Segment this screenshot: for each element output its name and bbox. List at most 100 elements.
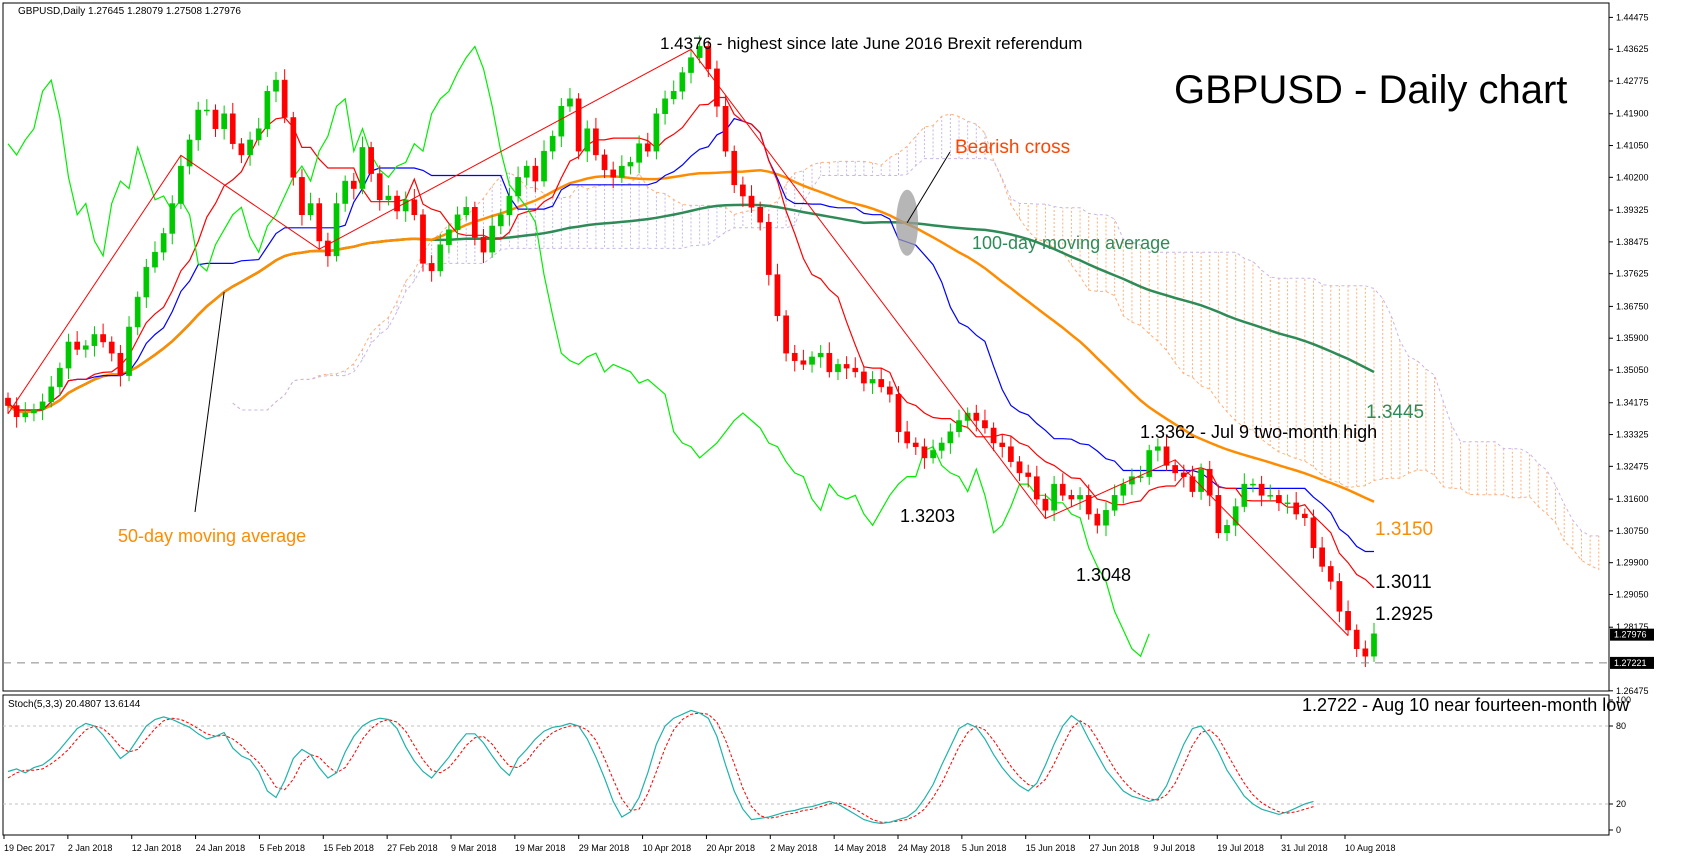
candle-body bbox=[852, 367, 859, 373]
candle bbox=[281, 69, 288, 124]
candle bbox=[100, 323, 106, 348]
candle-body bbox=[887, 386, 893, 395]
candle bbox=[446, 224, 452, 253]
indicator-lines bbox=[7, 45, 1375, 658]
candle-body bbox=[1016, 461, 1023, 474]
candle-body bbox=[394, 195, 400, 212]
candle bbox=[178, 155, 184, 210]
candle bbox=[1284, 494, 1291, 514]
candle bbox=[774, 263, 781, 322]
candle bbox=[394, 190, 400, 220]
candle bbox=[1241, 473, 1248, 513]
trend-lines bbox=[7, 48, 1349, 636]
candle-body bbox=[307, 203, 314, 215]
candle bbox=[990, 422, 997, 452]
bearish-cross-label: Bearish cross bbox=[955, 137, 1070, 158]
candle-body bbox=[1180, 472, 1187, 477]
main-panel bbox=[2, 2, 1610, 692]
candle-body bbox=[57, 367, 63, 388]
tenkan-value-label: 1.2925 bbox=[1375, 604, 1433, 625]
candle bbox=[57, 362, 63, 396]
candle bbox=[662, 90, 668, 125]
candle bbox=[618, 155, 625, 183]
title-label: GBPUSD - Daily chart bbox=[1174, 68, 1567, 112]
y-tick-label: 1.33325 bbox=[1616, 430, 1649, 440]
candle bbox=[653, 108, 660, 160]
level-13203-label: 1.3203 bbox=[900, 506, 955, 526]
x-tick-label: 2 Jan 2018 bbox=[68, 843, 113, 853]
y-tick-label: 1.29050 bbox=[1616, 589, 1649, 599]
candle bbox=[878, 368, 885, 393]
candle bbox=[1258, 475, 1265, 507]
candle-body bbox=[1284, 502, 1291, 505]
candle bbox=[1085, 484, 1092, 520]
candle-body bbox=[1068, 495, 1075, 500]
candle-body bbox=[463, 207, 470, 215]
bearish-cross-pointer bbox=[906, 151, 951, 224]
candle-body bbox=[290, 117, 297, 178]
candle-body bbox=[428, 263, 435, 272]
candle bbox=[679, 66, 686, 100]
candle bbox=[420, 209, 426, 272]
candle bbox=[1276, 489, 1282, 512]
candle bbox=[1051, 475, 1057, 522]
candle-body bbox=[1206, 468, 1213, 496]
x-tick-label: 10 Aug 2018 bbox=[1345, 843, 1396, 853]
candle bbox=[1310, 509, 1317, 559]
candle bbox=[186, 134, 193, 175]
candle bbox=[644, 132, 651, 157]
candle-body bbox=[783, 315, 789, 354]
candle-body bbox=[679, 72, 686, 92]
candle-body bbox=[281, 79, 288, 118]
candle bbox=[930, 439, 936, 464]
candle-body bbox=[523, 165, 530, 178]
candle-body bbox=[567, 98, 573, 107]
x-tick-label: 15 Feb 2018 bbox=[323, 843, 374, 853]
candle-body bbox=[195, 109, 202, 141]
candle-body bbox=[532, 165, 539, 182]
candle-body bbox=[437, 244, 444, 272]
candle-body bbox=[843, 364, 850, 369]
candle-body bbox=[221, 113, 227, 129]
candle bbox=[964, 407, 971, 429]
y-tick-label: 1.43625 bbox=[1616, 44, 1649, 54]
candle-body bbox=[342, 180, 349, 204]
price-tag-label: 1.27221 bbox=[1614, 658, 1647, 668]
candle bbox=[350, 172, 357, 200]
candle-body bbox=[644, 143, 651, 152]
candle bbox=[359, 136, 366, 195]
candle-body bbox=[1163, 446, 1170, 466]
candle bbox=[835, 358, 841, 381]
candle bbox=[1103, 502, 1109, 537]
candle-body bbox=[402, 199, 409, 212]
candle-body bbox=[420, 214, 426, 264]
candle bbox=[5, 392, 11, 414]
candle-body bbox=[264, 91, 271, 129]
candle-body bbox=[1042, 498, 1049, 511]
candle bbox=[541, 140, 547, 187]
candle-body bbox=[809, 356, 815, 365]
candle bbox=[852, 357, 859, 378]
candle bbox=[1163, 435, 1170, 472]
candle bbox=[1345, 600, 1351, 636]
candle bbox=[489, 215, 495, 258]
candle-body bbox=[740, 184, 746, 197]
candle-body bbox=[774, 274, 781, 317]
candle-body bbox=[376, 173, 383, 201]
candle-body bbox=[1120, 483, 1127, 496]
candle-body bbox=[126, 326, 132, 376]
candle bbox=[368, 141, 374, 182]
candle bbox=[1172, 459, 1178, 482]
candle-body bbox=[1155, 446, 1161, 451]
x-tick-label: 2 May 2018 bbox=[770, 843, 817, 853]
candle-body bbox=[411, 199, 418, 215]
candle bbox=[342, 175, 349, 212]
candle bbox=[428, 255, 435, 282]
y-tick-label: 1.41050 bbox=[1616, 141, 1649, 151]
date-axis: 19 Dec 2017 2 Jan 2018 12 Jan 2018 24 Jan 2… bbox=[3, 835, 1396, 853]
candle-body bbox=[895, 394, 902, 432]
candle bbox=[887, 381, 893, 403]
candle bbox=[696, 35, 703, 64]
y-tick-label: 1.39325 bbox=[1616, 205, 1649, 215]
